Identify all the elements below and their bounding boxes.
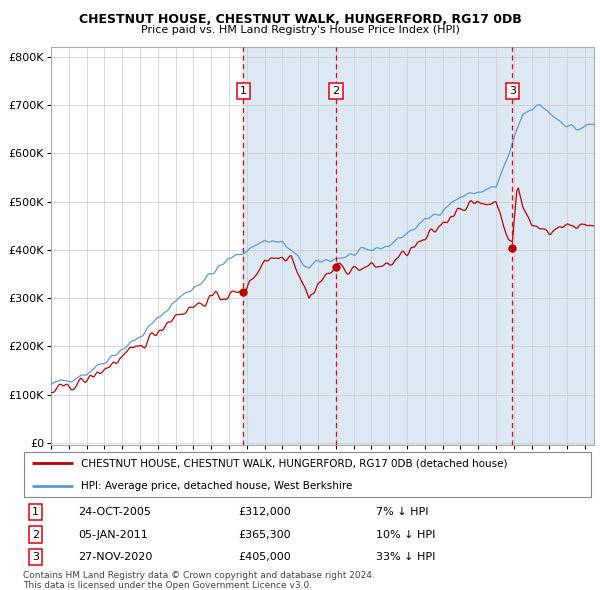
Text: £405,000: £405,000 xyxy=(239,552,292,562)
Text: Price paid vs. HM Land Registry's House Price Index (HPI): Price paid vs. HM Land Registry's House … xyxy=(140,25,460,35)
Text: 2: 2 xyxy=(332,86,340,96)
Text: CHESTNUT HOUSE, CHESTNUT WALK, HUNGERFORD, RG17 0DB (detached house): CHESTNUT HOUSE, CHESTNUT WALK, HUNGERFOR… xyxy=(81,458,508,468)
Text: 10% ↓ HPI: 10% ↓ HPI xyxy=(376,529,436,539)
Text: CHESTNUT HOUSE, CHESTNUT WALK, HUNGERFORD, RG17 0DB: CHESTNUT HOUSE, CHESTNUT WALK, HUNGERFOR… xyxy=(79,13,521,26)
FancyBboxPatch shape xyxy=(24,451,591,497)
Bar xyxy=(512,47,600,445)
Bar xyxy=(336,47,512,445)
Text: 05-JAN-2011: 05-JAN-2011 xyxy=(79,529,148,539)
Text: £365,300: £365,300 xyxy=(239,529,292,539)
Text: 7% ↓ HPI: 7% ↓ HPI xyxy=(376,507,429,517)
Text: 33% ↓ HPI: 33% ↓ HPI xyxy=(376,552,436,562)
Text: This data is licensed under the Open Government Licence v3.0.: This data is licensed under the Open Gov… xyxy=(23,581,312,589)
Text: 27-NOV-2020: 27-NOV-2020 xyxy=(79,552,152,562)
Text: HPI: Average price, detached house, West Berkshire: HPI: Average price, detached house, West… xyxy=(81,481,353,491)
Text: 3: 3 xyxy=(509,86,516,96)
Text: Contains HM Land Registry data © Crown copyright and database right 2024.: Contains HM Land Registry data © Crown c… xyxy=(23,571,374,580)
Text: £312,000: £312,000 xyxy=(239,507,292,517)
Text: 2: 2 xyxy=(32,529,39,539)
Bar xyxy=(244,47,336,445)
Text: 3: 3 xyxy=(32,552,39,562)
Text: 24-OCT-2005: 24-OCT-2005 xyxy=(79,507,151,517)
Text: 1: 1 xyxy=(240,86,247,96)
Text: 1: 1 xyxy=(32,507,39,517)
